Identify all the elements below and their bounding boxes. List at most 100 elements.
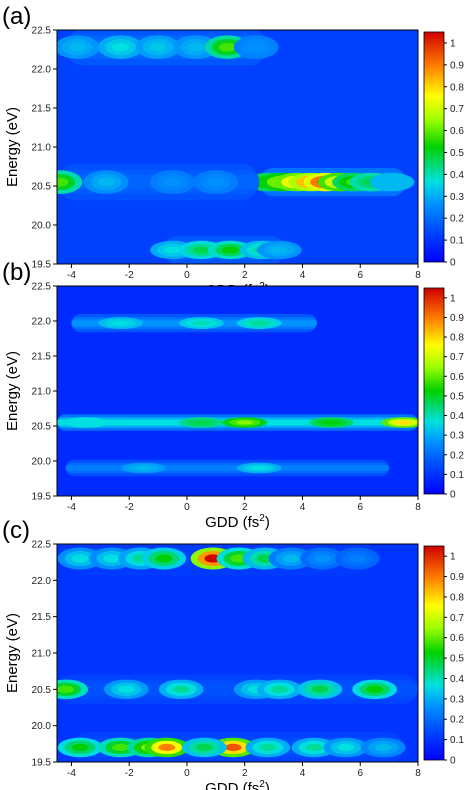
colorbar-tick-label: 0 — [450, 258, 456, 269]
intensity-spot — [77, 420, 95, 425]
intensity-spot — [305, 743, 323, 752]
heatmap-background — [57, 544, 418, 762]
y-tick-label: 19.5 — [32, 492, 52, 503]
y-axis-label: Energy (eV) — [4, 613, 21, 693]
intensity-spot — [337, 743, 355, 752]
band-2 — [65, 464, 390, 472]
colorbar-tick-label: 0.7 — [450, 352, 464, 363]
colorbar-tick-label: 0.6 — [450, 126, 464, 137]
panel-1: -4 -2 0 2 4 6 819.520.020.521.021.522.022.5GDD… — [2, 259, 464, 531]
intensity-spot — [164, 177, 181, 187]
colorbar-tick-label: 0.7 — [450, 104, 464, 115]
x-tick-label: 4 — [300, 270, 306, 281]
y-tick-label: 20.0 — [32, 221, 52, 232]
y-tick-label: 22.5 — [32, 26, 52, 37]
intensity-spot — [187, 42, 205, 52]
panel-0: -4-20246819.520.020.521.021.522.022.5GDD… — [2, 3, 464, 299]
intensity-spot — [383, 178, 401, 186]
colorbar-tick-label: 1 — [450, 38, 456, 49]
colorbar-tick-label: 0.8 — [450, 592, 464, 603]
y-tick-label: 22.0 — [32, 576, 52, 587]
intensity-spot — [311, 685, 329, 693]
y-tick-label: 19.5 — [32, 260, 52, 271]
intensity-spot — [218, 42, 236, 52]
x-tick-label: 8 — [415, 768, 421, 779]
y-axis-label: Energy (eV) — [4, 351, 21, 431]
x-tick-label: 4 — [300, 768, 306, 779]
intensity-spot — [366, 685, 384, 693]
intensity-spot — [112, 320, 129, 326]
intensity-spot — [135, 466, 153, 470]
colorbar-tick-label: 0.4 — [450, 170, 464, 181]
colorbar — [423, 287, 445, 495]
y-tick-label: 21.5 — [32, 104, 52, 115]
colorbar-tick-label: 0.9 — [450, 313, 464, 324]
y-tick-label: 20.5 — [32, 182, 52, 193]
intensity-spot — [250, 320, 268, 326]
intensity-spot — [322, 420, 340, 425]
x-tick-label: 6 — [357, 270, 363, 281]
y-axis-label: Energy (eV) — [4, 107, 21, 187]
x-tick-label: -4 — [67, 768, 76, 779]
intensity-spot — [195, 743, 213, 752]
y-tick-label: 22.5 — [32, 282, 52, 293]
x-tick-label: 2 — [242, 502, 248, 513]
colorbar-tick-label: 0.8 — [450, 82, 464, 93]
intensity-spot — [259, 743, 277, 752]
colorbar-tick-label: 0.7 — [450, 613, 464, 624]
intensity-spot — [247, 42, 265, 52]
intensity-spot — [193, 420, 210, 425]
intensity-spot — [57, 177, 69, 187]
colorbar-tick-label: 0.6 — [450, 372, 464, 383]
colorbar-tick-label: 0.5 — [450, 654, 464, 665]
y-tick-label: 20.0 — [32, 457, 52, 468]
intensity-spot — [314, 554, 332, 563]
colorbar-tick-label: 0.2 — [450, 715, 464, 726]
y-tick-label: 21.5 — [32, 352, 52, 363]
y-tick-label: 20.5 — [32, 422, 52, 433]
intensity-spot — [57, 685, 75, 693]
colorbar — [423, 31, 445, 263]
intensity-spot — [117, 685, 135, 693]
intensity-spot — [112, 42, 129, 52]
colorbar-tick-label: 0.5 — [450, 148, 464, 159]
heatmap-bands — [57, 30, 415, 264]
panel-label: (a) — [2, 3, 31, 30]
intensity-spot — [221, 246, 239, 254]
colorbar-tick-label: 0.8 — [450, 333, 464, 344]
panel-label: (b) — [2, 259, 31, 286]
y-tick-label: 21.0 — [32, 143, 52, 154]
colorbar-tick-label: 0.1 — [450, 735, 464, 746]
intensity-spot — [282, 554, 300, 563]
intensity-spot — [172, 685, 190, 693]
colorbar-tick-label: 0.6 — [450, 633, 464, 644]
colorbar-tick-label: 1 — [450, 552, 456, 563]
colorbar-tick-label: 0.2 — [450, 214, 464, 225]
x-tick-label: 6 — [357, 768, 363, 779]
panel-2: -4 -2 0 2 4 6 8 19.5 20.0 20.5 21.0 21.5 22.0 22.5 GDD… — [2, 517, 464, 790]
colorbar-tick-label: 1 — [450, 293, 456, 304]
y-tick-label: 22.5 — [32, 540, 52, 551]
x-tick-label: 8 — [415, 270, 421, 281]
x-tick-label: -2 — [125, 768, 134, 779]
y-tick-label: 21.0 — [32, 649, 52, 660]
heatmap-bands — [57, 314, 418, 477]
colorbar-tick-label: 0.4 — [450, 411, 464, 422]
heatmap-background — [57, 30, 418, 264]
colorbar-tick-label: 0.5 — [450, 391, 464, 402]
intensity-spot — [374, 743, 392, 752]
colorbar-tick-label: 0.2 — [450, 450, 464, 461]
x-tick-label: 0 — [184, 270, 190, 281]
y-tick-label: 19.5 — [32, 758, 52, 769]
colorbar-tick-label: 0.9 — [450, 60, 464, 71]
colorbar-tick-label: 0.3 — [450, 694, 464, 705]
x-axis-label: GDD (fs2) — [205, 779, 270, 790]
colorbar-tick-label: 0 — [450, 756, 456, 767]
heatmap-bands — [57, 544, 418, 762]
x-tick-label: 2 — [242, 768, 248, 779]
intensity-spot — [149, 42, 167, 52]
y-tick-label: 22.0 — [32, 317, 52, 328]
x-tick-label: -2 — [125, 270, 134, 281]
x-tick-label: 8 — [415, 502, 421, 513]
